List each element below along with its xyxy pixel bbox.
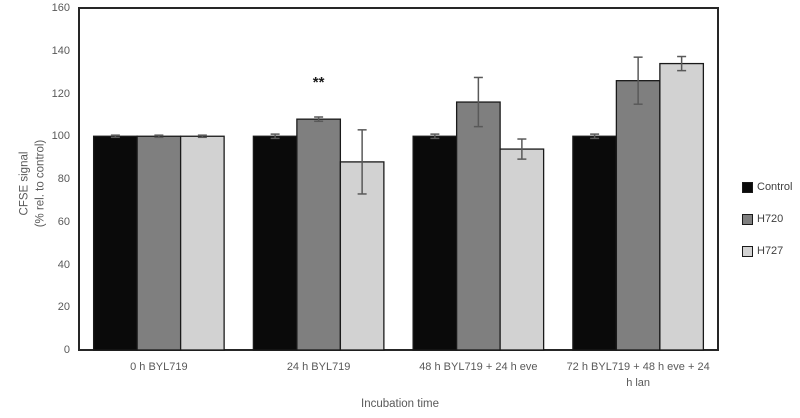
legend-label-control: Control: [757, 181, 793, 193]
bar-h727-group3: [499, 148, 545, 351]
x-tick-label-group3: 48 h BYL719 + 24 h eve: [419, 361, 538, 373]
chart-legend: Control H720 H727: [742, 182, 792, 278]
y-tick-label-60: 60: [57, 215, 70, 228]
y-tick-label-40: 40: [57, 258, 70, 271]
bar-h720-group1: [136, 135, 182, 351]
bar-h727-group1: [179, 135, 225, 351]
legend-item-h720: H720: [742, 214, 792, 225]
y-axis-title: CFSE signal (% rel. to control): [17, 99, 48, 269]
bar-h720-group4: [615, 80, 661, 351]
y-tick-label-140: 140: [51, 44, 70, 57]
x-tick-label-group2: 24 h BYL719: [286, 361, 351, 373]
y-axis-title-line2: (% rel. to control): [34, 139, 46, 228]
x-tick-label-group4: 72 h BYL719 + 48 h eve + 24 h lan: [566, 361, 710, 389]
y-tick-label-20: 20: [57, 301, 70, 314]
bar-control-group1: [92, 135, 138, 351]
legend-label-h720: H720: [757, 213, 784, 225]
bar-h727-group4: [659, 62, 705, 351]
x-axis-title: Incubation time: [361, 398, 439, 410]
y-tick-label-160: 160: [51, 2, 70, 14]
y-tick-label-80: 80: [57, 173, 70, 185]
significance-annotation: **: [313, 74, 325, 91]
bar-h720-group2: [296, 118, 342, 351]
legend-marker-h720: [742, 214, 753, 225]
y-axis-title-line1: CFSE signal: [18, 151, 31, 216]
y-tick-label-100: 100: [51, 130, 70, 143]
y-tick-label-0: 0: [63, 344, 70, 356]
legend-marker-control: [742, 182, 753, 193]
bar-control-group3: [412, 135, 458, 351]
legend-marker-h727: [742, 246, 753, 257]
y-tick-label-120: 120: [51, 87, 70, 100]
legend-label-h727: H727: [757, 245, 784, 257]
bar-control-group4: [572, 135, 618, 351]
x-tick-label-group1: 0 h BYL719: [130, 361, 188, 373]
legend-item-control: Control: [742, 182, 792, 193]
legend-item-h727: H727: [742, 246, 792, 257]
bar-control-group2: [252, 135, 298, 351]
bar-h720-group3: [455, 101, 501, 351]
